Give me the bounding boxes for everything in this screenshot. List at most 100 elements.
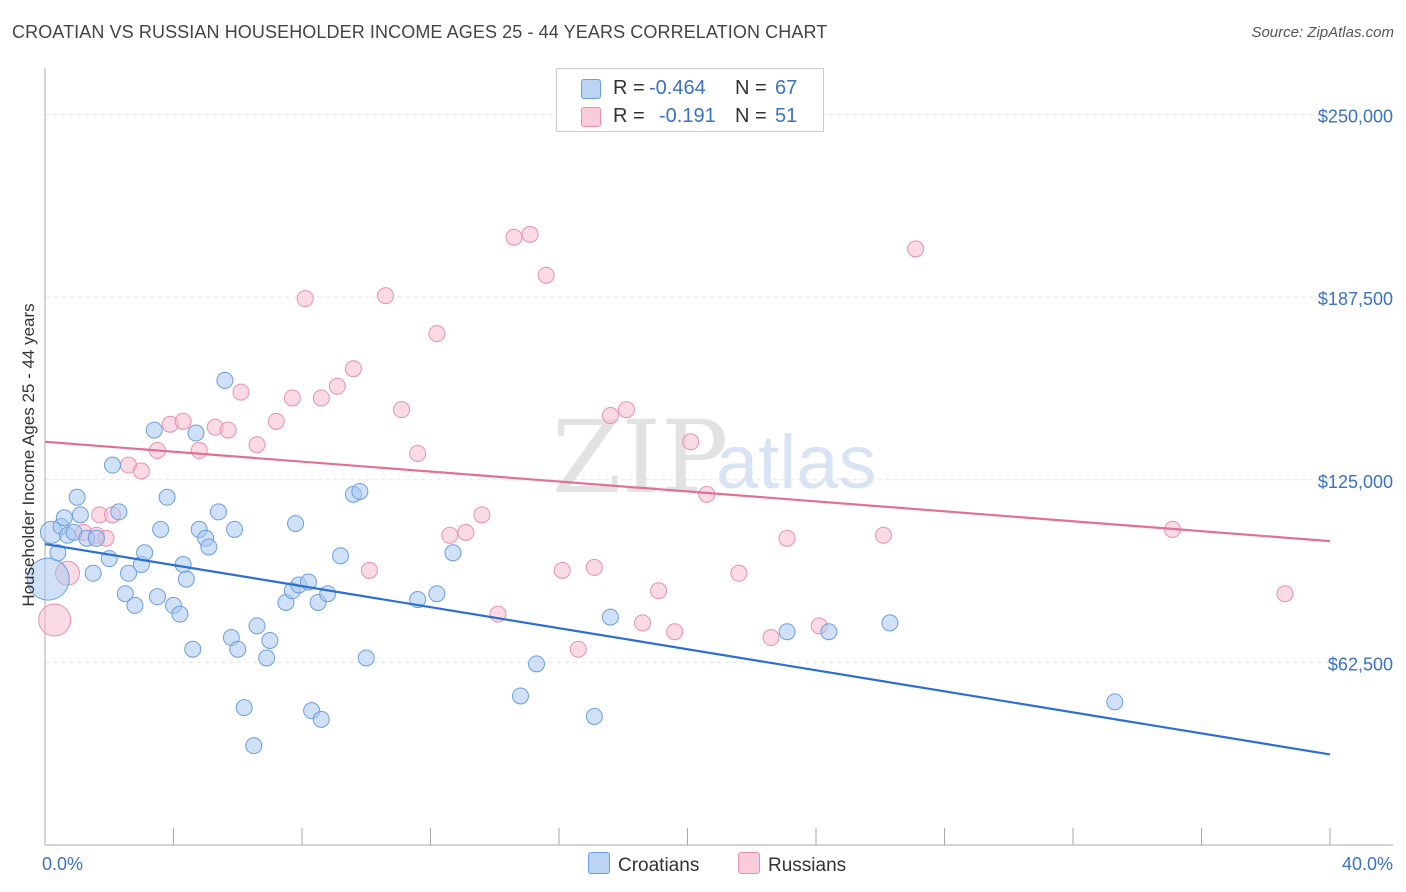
legend-n-label: N =: [735, 105, 773, 127]
croatian-point: [68, 488, 86, 506]
croatian-point: [820, 623, 838, 641]
russian-point: [360, 561, 378, 579]
croatian-point: [226, 520, 244, 538]
croatian-point: [235, 699, 253, 717]
croatian-point: [601, 608, 619, 626]
chart-title: CROATIAN VS RUSSIAN HOUSEHOLDER INCOME A…: [12, 22, 828, 42]
legend-r-label: R =: [613, 77, 651, 99]
croatian-point: [120, 564, 138, 582]
russian-point: [650, 582, 668, 600]
bottom-legend-croatians: Croatians: [588, 852, 699, 877]
russian-point: [296, 290, 314, 308]
russian-point: [617, 401, 635, 419]
russian-point: [457, 523, 475, 541]
croatian-point: [261, 631, 279, 649]
russian-point: [778, 529, 796, 547]
x-tick-label-min: 0.0%: [42, 854, 83, 874]
croatians-legend-swatch: [588, 852, 610, 874]
croatians-swatch: [581, 79, 601, 99]
croatian-point: [778, 623, 796, 641]
russians-trend-line: [44, 440, 1331, 543]
croatian-point: [110, 503, 128, 521]
croatian-point: [216, 371, 234, 389]
legend-n-value: 67: [775, 77, 798, 99]
bottom-legend-russians: Russians: [738, 852, 846, 877]
russian-point: [344, 360, 362, 378]
legend-r-value: -0.464: [649, 77, 706, 99]
croatian-point: [351, 482, 369, 500]
croatian-point: [1106, 693, 1124, 711]
russian-point: [190, 442, 208, 460]
legend-n-value: 51: [775, 105, 798, 127]
y-tick-labels: $62,500 $125,000 $187,500 $250,000: [1318, 107, 1393, 675]
russian-point: [267, 412, 285, 430]
russian-point: [428, 325, 446, 343]
russian-point: [232, 383, 250, 401]
correlation-legend: R = -0.464 N = 67 R = -0.191 N = 51: [556, 68, 824, 132]
croatian-point: [881, 614, 899, 632]
croatian-point: [357, 649, 375, 667]
legend-n-label: N =: [735, 77, 773, 99]
croatian-point: [258, 649, 276, 667]
croatian-point: [209, 503, 227, 521]
legend-row-croatians: R = -0.464 N = 67: [557, 73, 823, 101]
russian-point: [682, 433, 700, 451]
croatian-point: [171, 605, 189, 623]
russians-legend-swatch: [738, 852, 760, 874]
trend-lines: [44, 440, 1331, 756]
russian-point: [473, 506, 491, 524]
russians-legend-label: Russians: [768, 855, 847, 876]
russian-point: [762, 629, 780, 647]
russian-point: [505, 228, 523, 246]
russian-point: [328, 377, 346, 395]
croatian-point: [55, 509, 73, 527]
croatian-point: [126, 596, 144, 614]
watermark: ZIP atlas: [552, 399, 877, 516]
croatian-point: [511, 687, 529, 705]
croatian-point: [174, 555, 192, 573]
croatian-point: [428, 585, 446, 603]
y-tick-label: $187,500: [1318, 289, 1393, 309]
russian-point: [377, 287, 395, 305]
croatian-point: [87, 529, 105, 547]
russian-point: [874, 526, 892, 544]
russian-point: [553, 561, 571, 579]
russian-point: [283, 389, 301, 407]
russian-point: [666, 623, 684, 641]
russian-point: [174, 412, 192, 430]
russian-point: [132, 462, 150, 480]
russian-point: [601, 406, 619, 424]
y-tick-label: $62,500: [1328, 654, 1393, 674]
russian-point: [521, 225, 539, 243]
croatian-point: [200, 538, 218, 556]
croatian-point: [116, 585, 134, 603]
russian-point: [441, 526, 459, 544]
croatians-legend-label: Croatians: [618, 855, 700, 876]
croatian-point: [152, 520, 170, 538]
croatian-point: [319, 585, 337, 603]
legend-row-russians: R = -0.191 N = 51: [557, 101, 823, 129]
russian-point: [634, 614, 652, 632]
croatian-point: [187, 424, 205, 442]
croatian-point: [49, 544, 67, 562]
croatian-point: [103, 456, 121, 474]
croatian-point: [245, 737, 263, 755]
y-tick-label: $250,000: [1318, 107, 1393, 127]
croatian-point: [84, 564, 102, 582]
croatian-point: [444, 544, 462, 562]
legend-r-value: -0.191: [659, 105, 716, 127]
russian-point: [219, 421, 237, 439]
croatian-point: [158, 488, 176, 506]
watermark-atlas: atlas: [716, 420, 877, 505]
russian-point: [585, 558, 603, 576]
croatians-trend-line: [44, 542, 1331, 756]
croatian-point: [585, 707, 603, 725]
y-axis-title: Householder Income Ages 25 - 44 years: [19, 303, 38, 606]
croatian-point: [184, 640, 202, 658]
source-label: Source: ZipAtlas.com: [1251, 24, 1394, 41]
russian-point: [537, 266, 555, 284]
russian-point: [1276, 585, 1294, 603]
russian-point: [730, 564, 748, 582]
croatian-point: [248, 617, 266, 635]
croatian-point: [312, 710, 330, 728]
